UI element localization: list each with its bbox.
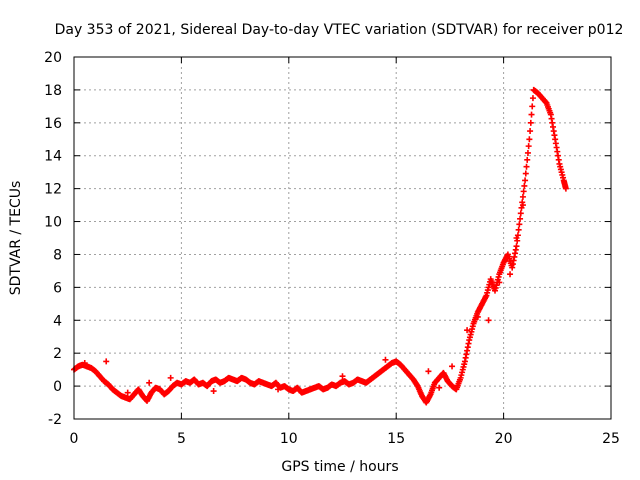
x-tick-label: 15 (387, 431, 405, 447)
y-tick-label: 6 (53, 280, 62, 296)
data-point (562, 185, 569, 192)
data-point (529, 95, 536, 102)
data-point (519, 193, 526, 200)
x-tick-label: 5 (177, 431, 186, 447)
y-axis-label: SDTVAR / TECUs (8, 181, 24, 296)
y-tick-label: 18 (44, 83, 62, 99)
data-point (103, 358, 110, 365)
data-point (523, 163, 530, 170)
data-point (522, 170, 529, 177)
x-tick-label: 10 (280, 431, 298, 447)
data-point (449, 363, 456, 370)
y-tick-label: 20 (44, 50, 62, 66)
data-point (524, 156, 531, 163)
data-point (382, 356, 389, 363)
data-point (210, 388, 217, 395)
x-tick-label: 25 (602, 431, 620, 447)
data-point (525, 143, 532, 150)
y-tick-label: 0 (53, 379, 62, 395)
data-point (436, 384, 443, 391)
data-point (521, 182, 528, 189)
y-tick-labels: -2 0 2 4 6 8 10 12 14 16 18 20 (44, 50, 62, 428)
data-point (517, 215, 524, 222)
y-tick-label: 2 (53, 346, 62, 362)
data-point (519, 202, 526, 209)
data-point (513, 235, 520, 241)
data-point (528, 111, 535, 118)
data-point (526, 136, 533, 143)
data-point (527, 119, 534, 126)
chart-title: Day 353 of 2021, Sidereal Day-to-day VTE… (55, 22, 624, 38)
data-point (516, 221, 523, 228)
x-tick-label: 0 (70, 431, 79, 447)
y-tick-label: -2 (48, 412, 62, 428)
data-point (81, 360, 88, 367)
data-point (275, 386, 282, 393)
y-tick-label: 8 (53, 247, 62, 263)
axis-ticks (73, 56, 612, 420)
data-point (522, 177, 529, 184)
data-point (517, 210, 524, 217)
grid-lines (74, 57, 611, 419)
x-axis-label: GPS time / hours (281, 459, 398, 475)
y-tick-label: 14 (44, 149, 62, 165)
data-point (507, 271, 514, 278)
data-point (527, 128, 534, 135)
data-point (513, 243, 520, 250)
y-tick-label: 10 (44, 215, 62, 231)
data-point (524, 149, 531, 156)
data-point (464, 327, 471, 334)
x-tick-labels: 0 5 10 15 20 25 (70, 431, 620, 447)
data-point (425, 368, 432, 375)
data-point (474, 313, 481, 320)
data-point (339, 373, 346, 380)
data-point (515, 226, 522, 233)
data-point (485, 317, 492, 324)
data-point (124, 389, 131, 396)
y-tick-label: 16 (44, 116, 62, 132)
data-point (520, 188, 527, 195)
data-points (71, 86, 569, 406)
data-point (167, 374, 174, 381)
data-point (529, 103, 536, 110)
y-tick-label: 4 (53, 313, 62, 329)
x-tick-label: 20 (495, 431, 513, 447)
data-point (146, 379, 153, 386)
plot-frame (73, 56, 612, 420)
y-tick-label: 12 (44, 182, 62, 198)
data-point (496, 279, 503, 286)
